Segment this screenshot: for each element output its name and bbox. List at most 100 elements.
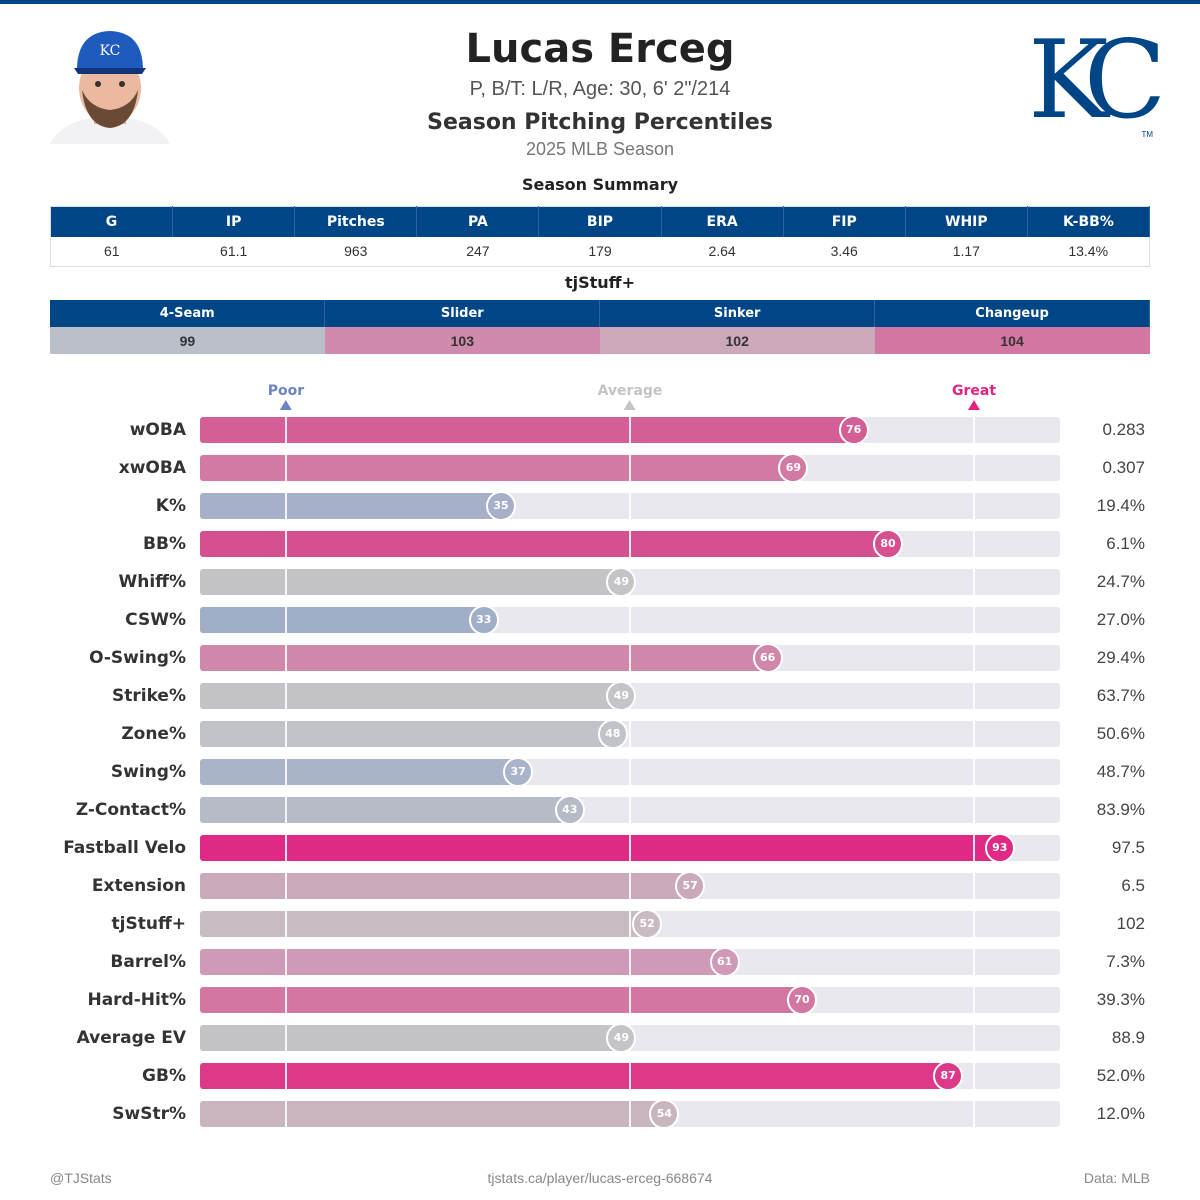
percentile-bar — [200, 607, 484, 633]
page-subtitle: Season Pitching Percentiles — [427, 110, 773, 135]
reference-line — [973, 455, 975, 481]
percentile-bar — [200, 531, 888, 557]
percentile-row: tjStuff+ 52 102 — [0, 909, 1200, 939]
tjstuff-header-slider: Slider — [324, 300, 601, 327]
season-summary-table: G IP Pitches PA BIP ERA FIP WHIP K-BB% 61 61.1 963 2… — [50, 206, 1151, 267]
marker-great: Great — [952, 383, 996, 410]
reference-line — [285, 531, 287, 557]
metric-label: Strike% — [112, 686, 186, 706]
metric-value: 29.4% — [1096, 648, 1145, 667]
reference-line — [285, 607, 287, 633]
percentile-bar — [200, 417, 854, 443]
percentile-bubble: 76 — [838, 415, 869, 445]
percentile-track: 48 — [200, 719, 1060, 749]
season-label: 2025 MLB Season — [525, 139, 675, 159]
reference-line — [973, 949, 975, 975]
summary-header-era: ERA — [661, 206, 784, 237]
tjstuff-table: 4-Seam Slider Sinker Changeup 99 103 102 104 — [50, 300, 1150, 354]
percentile-bubble: 57 — [675, 871, 706, 901]
percentile-bubble: 37 — [503, 757, 534, 787]
reference-line — [973, 607, 975, 633]
percentile-track: 54 — [200, 1099, 1060, 1129]
reference-line — [285, 1063, 287, 1089]
metric-label: K% — [155, 496, 186, 516]
summary-value-pa: 247 — [416, 236, 539, 267]
percentile-track: 80 — [200, 529, 1060, 559]
percentile-row: O-Swing% 66 29.4% — [0, 643, 1200, 673]
percentile-bubble: 70 — [787, 985, 817, 1015]
reference-line — [285, 911, 287, 937]
metric-value: 7.3% — [1106, 952, 1145, 971]
tjstuff-header-4-seam: 4-Seam — [50, 300, 326, 327]
reference-line — [285, 721, 287, 747]
percentile-track: 35 — [200, 491, 1060, 521]
summary-header-g: G — [50, 206, 174, 237]
reference-line — [973, 569, 975, 595]
percentile-row: GB% 87 52.0% — [0, 1061, 1200, 1091]
percentile-track: 43 — [200, 795, 1060, 825]
percentile-bar — [200, 987, 802, 1013]
percentile-bubble: 35 — [486, 491, 516, 521]
reference-line — [629, 455, 631, 481]
reference-line — [973, 1063, 975, 1089]
footer-handle: @TJStats — [50, 1170, 112, 1186]
percentile-bar — [200, 1025, 622, 1051]
percentile-bubble: 80 — [873, 529, 903, 559]
reference-line — [285, 835, 287, 861]
percentile-bubble: 54 — [649, 1099, 680, 1129]
percentile-row: K% 35 19.4% — [0, 491, 1200, 521]
player-name: Lucas Erceg — [465, 26, 735, 72]
reference-line — [285, 1101, 287, 1127]
tjstuff-header-sinker: Sinker — [599, 300, 876, 327]
metric-label: Hard-Hit% — [87, 990, 186, 1010]
metric-label: BB% — [143, 534, 186, 554]
metric-value: 39.3% — [1096, 990, 1145, 1009]
percentile-bar — [200, 1063, 949, 1089]
percentile-track: 66 — [200, 643, 1060, 673]
reference-line — [285, 797, 287, 823]
player-bio: P, B/T: L/R, Age: 30, 6' 2"/214 — [469, 78, 731, 100]
reference-line — [629, 493, 631, 519]
percentile-bubble: 49 — [606, 681, 637, 711]
tjstuff-value-4-seam: 99 — [50, 327, 325, 354]
metric-label: Whiff% — [118, 572, 187, 592]
percentile-track: 49 — [200, 1023, 1060, 1053]
reference-line — [973, 683, 975, 709]
metric-value: 97.5 — [1111, 838, 1145, 857]
metric-value: 12.0% — [1096, 1104, 1145, 1123]
percentile-bar — [200, 455, 794, 481]
metric-value: 0.283 — [1102, 420, 1145, 439]
reference-line — [973, 531, 975, 557]
reference-line — [285, 759, 287, 785]
tjstuff-value-slider: 103 — [324, 327, 600, 354]
metric-value: 48.7% — [1096, 762, 1145, 781]
reference-line — [285, 455, 287, 481]
marker-triangle-icon — [623, 400, 636, 410]
summary-value-g: 61 — [50, 236, 173, 267]
summary-header-pa: PA — [416, 206, 540, 237]
reference-line — [973, 493, 975, 519]
metric-value: 83.9% — [1096, 800, 1145, 819]
percentile-bubble: 33 — [468, 605, 499, 635]
percentile-bubble: 49 — [606, 1023, 637, 1053]
percentile-track: 61 — [200, 947, 1060, 977]
reference-line — [629, 531, 631, 557]
reference-line — [973, 797, 975, 823]
reference-line — [629, 987, 631, 1013]
summary-header-whip: WHIP — [905, 206, 1028, 237]
tjstuff-header-changeup: Changeup — [874, 300, 1150, 327]
percentile-bubble: 69 — [778, 453, 809, 483]
season-summary-title: Season Summary — [521, 175, 679, 194]
reference-line — [973, 759, 975, 785]
reference-line — [629, 417, 631, 443]
trademark: TM — [1141, 130, 1153, 139]
reference-line — [973, 721, 975, 747]
reference-line — [973, 1101, 975, 1127]
reference-line — [285, 569, 287, 595]
percentile-row: xwOBA 69 0.307 — [0, 453, 1200, 483]
percentile-bubble: 52 — [632, 909, 663, 939]
reference-line — [285, 683, 287, 709]
reference-line — [973, 835, 975, 861]
footer-url[interactable]: tjstats.ca/player/lucas-erceg-668674 — [487, 1170, 713, 1186]
percentile-bar — [200, 835, 1000, 861]
